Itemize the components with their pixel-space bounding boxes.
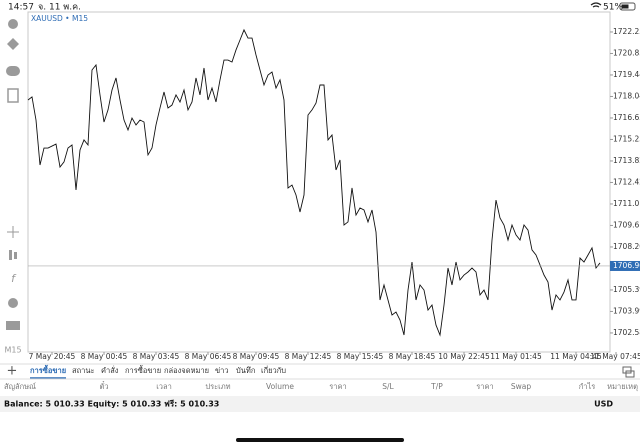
- trade-icon[interactable]: [7, 38, 19, 50]
- column-header: ประเภท: [205, 382, 230, 391]
- tab[interactable]: การซื้อขาย: [125, 365, 161, 375]
- price-line: [27, 28, 601, 337]
- add-button[interactable]: +: [7, 364, 18, 379]
- column-header: Swap: [511, 382, 531, 391]
- column-header: หมายเหตุ: [607, 382, 638, 391]
- column-header: เวลา: [156, 382, 172, 391]
- column-header: ตั๋ว: [99, 381, 108, 391]
- y-tick-label: 1712.42: [613, 177, 640, 186]
- x-tick-label: 8 May 15:45: [337, 352, 384, 361]
- tab[interactable]: ข่าว: [215, 366, 229, 375]
- y-tick-label: 1720.850: [613, 48, 640, 57]
- account-icon[interactable]: [8, 19, 18, 29]
- y-tick-label: 1708.205: [613, 242, 640, 251]
- current-price-box: [610, 260, 640, 271]
- y-tick-label: 1702.585: [613, 328, 640, 337]
- y-tick-label: 1715.23: [613, 134, 640, 143]
- left-toolbar: [0, 12, 28, 364]
- x-tick-label: 8 May 06:45: [185, 352, 232, 361]
- new-order-icon[interactable]: [7, 88, 19, 103]
- tabs: การซื้อขาย สถานะ คำสั่ง การซื้อขาย กล่องจดหม…: [30, 364, 286, 379]
- y-tick-label: 1719.445: [613, 70, 640, 79]
- y-tick-label: 1722.255: [613, 27, 640, 36]
- column-header: T/P: [430, 382, 443, 391]
- tab[interactable]: บันทึก: [236, 366, 255, 375]
- x-tick-label: 11 May 07:45: [590, 352, 640, 361]
- y-tick-label: 1705.395: [613, 285, 640, 294]
- y-tick-label: 1709.610: [613, 220, 640, 229]
- battery-icon: [619, 2, 636, 11]
- x-tick-label: 8 May 12:45: [285, 352, 332, 361]
- y-tick-label: 1713.825: [613, 156, 640, 165]
- column-header: Volume: [266, 382, 294, 391]
- tab[interactable]: คำสั่ง: [101, 365, 119, 375]
- column-header: สัญลักษณ์: [4, 382, 36, 391]
- x-tick-label: 8 May 03:45: [133, 352, 180, 361]
- tab[interactable]: สถานะ: [72, 366, 95, 375]
- balance-currency: USD: [594, 400, 613, 409]
- candles-icon-part: [14, 252, 17, 259]
- objects-icon[interactable]: [8, 298, 18, 308]
- y-tick-label: 1711.015: [613, 199, 640, 208]
- x-tick-label: 10 May 22:45: [438, 352, 490, 361]
- status-battery: 51%: [603, 3, 623, 13]
- crosshair-icon[interactable]: [7, 226, 19, 238]
- status-time: 14:57: [8, 3, 34, 13]
- x-tick-label: 11 May 04:45: [550, 352, 602, 361]
- status-date: จ. 11 พ.ค.: [38, 3, 81, 13]
- indicator-icon[interactable]: f: [11, 272, 17, 285]
- chat-icon[interactable]: [6, 66, 20, 76]
- y-tick-label: 1718.04: [613, 91, 640, 100]
- column-header: ราคา: [329, 382, 346, 391]
- current-price-label: 1706.962: [613, 261, 640, 270]
- y-tick-label: 1716.635: [613, 113, 640, 122]
- x-tick-label: 8 May 00:45: [81, 352, 128, 361]
- timeframe-button[interactable]: M15: [4, 346, 21, 355]
- templates-icon[interactable]: [6, 321, 20, 330]
- home-indicator: [236, 438, 404, 442]
- balance-row: [0, 396, 640, 412]
- y-tick-label: 1703.99: [613, 306, 640, 315]
- tab[interactable]: การซื้อขาย: [30, 364, 66, 375]
- column-header: ราคา: [476, 382, 493, 391]
- battery-level: [621, 4, 629, 9]
- x-tick-label: 7 May 20:45: [29, 352, 76, 361]
- x-tick-label: 8 May 09:45: [233, 352, 280, 361]
- tab[interactable]: กล่องจดหมาย: [164, 366, 209, 375]
- wifi-icon: [590, 2, 602, 8]
- balance-text: Balance: 5 010.33 Equity: 5 010.33 ฟรี: …: [4, 399, 219, 409]
- chart: 1722.255 1720.850 1719.445 1718.04 1716.635 1…: [27, 27, 640, 361]
- candles-icon[interactable]: [9, 250, 12, 260]
- table-header: สัญลักษณ์ ตั๋ว เวลา ประเภท Volume ราคา S/L T/P ร…: [4, 381, 638, 391]
- column-header: S/L: [382, 382, 394, 391]
- expand-icon[interactable]: [622, 366, 635, 378]
- x-tick-label: 8 May 18:45: [389, 352, 436, 361]
- tab[interactable]: เกี่ยวกับ: [261, 365, 286, 375]
- chart-title: XAUUSD • M15: [31, 14, 88, 23]
- chart-frame: [27, 11, 611, 353]
- column-header: กำไร: [579, 382, 596, 391]
- x-tick-label: 11 May 01:45: [490, 352, 542, 361]
